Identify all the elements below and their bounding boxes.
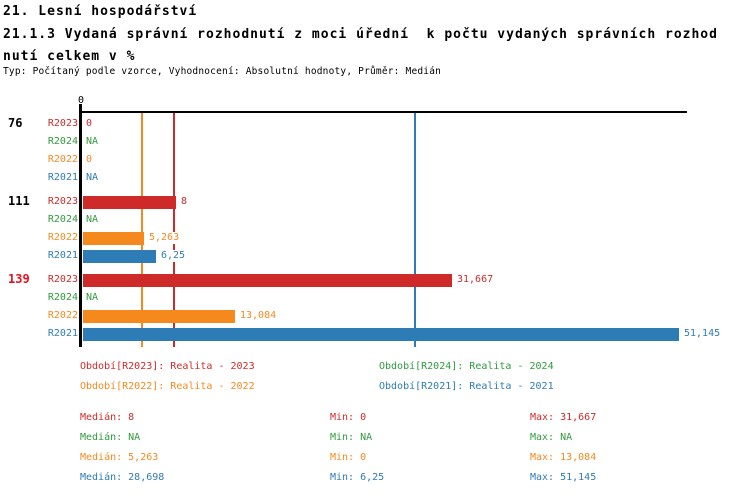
series-row-label: R2022 [47, 154, 78, 165]
group-label: 139 [8, 272, 30, 286]
legend-item-r2024: Období[R2024]: Realita - 2024 [379, 361, 554, 372]
series-row-label: R2023 [47, 196, 78, 207]
bar-value-label: 51,145 [684, 328, 722, 340]
bar-r2022 [83, 310, 235, 323]
bar-value-label: NA [86, 172, 100, 184]
bar-value-label: 31,667 [457, 274, 495, 286]
series-row-label: R2021 [47, 328, 78, 339]
series-row-label: R2023 [47, 118, 78, 129]
series-row-label: R2024 [47, 292, 78, 303]
stat-min-r2022: Min: 0 [330, 452, 367, 463]
series-row-label: R2022 [47, 232, 78, 243]
series-row-label: R2024 [47, 136, 78, 147]
legend-item-r2021: Období[R2021]: Realita - 2021 [379, 381, 554, 392]
legend-item-r2023: Období[R2023]: Realita - 2023 [80, 361, 255, 372]
bar-value-label: NA [86, 214, 100, 226]
stat-max-r2024: Max: NA [530, 432, 573, 443]
median-line-r2022 [141, 113, 143, 347]
series-row-label: R2021 [47, 172, 78, 183]
indicator-title-line1: 21.1.3 Vydaná správní rozhodnutí z moci … [3, 27, 718, 42]
stat-min-r2023: Min: 0 [330, 412, 367, 423]
stat-median-r2022: Medián: 5,263 [80, 452, 159, 463]
y-axis-line [79, 104, 82, 347]
series-row-label: R2024 [47, 214, 78, 225]
bar-r2023 [83, 196, 176, 209]
legend-item-r2022: Období[R2022]: Realita - 2022 [80, 381, 255, 392]
series-row-label: R2023 [47, 274, 78, 285]
bar-value-label: 0 [86, 118, 94, 130]
stat-max-r2022: Max: 13,084 [530, 452, 597, 463]
median-line-r2023 [173, 113, 175, 347]
stat-median-r2024: Medián: NA [80, 432, 141, 443]
chart-subtitle: Typ: Počítaný podle vzorce, Vyhodnocení:… [3, 66, 442, 77]
bar-r2021 [83, 328, 679, 341]
bar-r2022 [83, 232, 144, 245]
stat-max-r2023: Max: 31,667 [530, 412, 597, 423]
stat-min-r2021: Min: 6,25 [330, 472, 385, 483]
bar-value-label: 13,084 [240, 310, 278, 322]
bar-value-label: 5,263 [149, 232, 181, 244]
stat-median-r2023: Medián: 8 [80, 412, 135, 423]
x-axis-line [81, 111, 687, 113]
bar-r2023 [83, 274, 452, 287]
series-row-label: R2021 [47, 250, 78, 261]
group-label: 111 [8, 194, 30, 208]
bar-value-label: 0 [86, 154, 94, 166]
bar-value-label: NA [86, 292, 100, 304]
bar-r2021 [83, 250, 156, 263]
bar-value-label: 8 [181, 196, 189, 208]
section-title: 21. Lesní hospodářství [3, 4, 198, 19]
stat-min-r2024: Min: NA [330, 432, 373, 443]
stat-median-r2021: Medián: 28,698 [80, 472, 165, 483]
stat-max-r2021: Max: 51,145 [530, 472, 597, 483]
bar-value-label: NA [86, 136, 100, 148]
indicator-title-line2: nutí celkem v % [3, 49, 136, 64]
median-line-r2021 [414, 113, 416, 347]
group-label: 76 [8, 116, 23, 130]
axis-zero-tick-label: 0 [77, 95, 85, 106]
bar-value-label: 6,25 [161, 250, 187, 262]
series-row-label: R2022 [47, 310, 78, 321]
